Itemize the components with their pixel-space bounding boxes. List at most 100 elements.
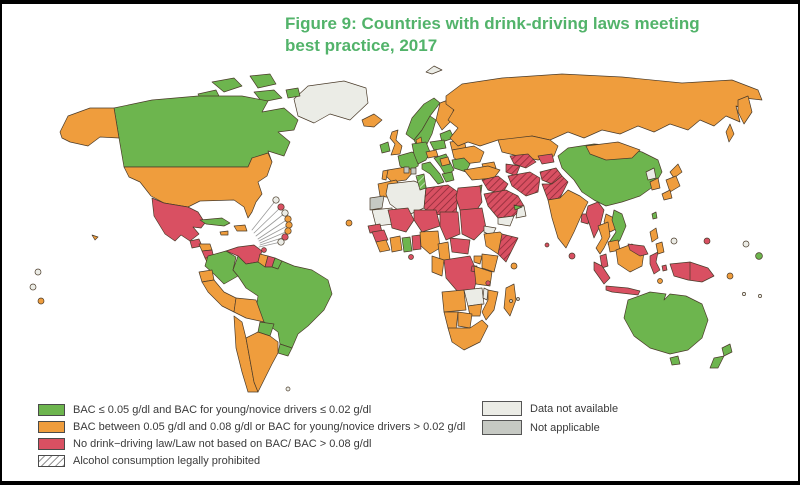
country-iceland (361, 113, 383, 128)
country-mozambique (481, 289, 499, 321)
country-ghana (401, 236, 413, 253)
legend-swatch-na (482, 420, 522, 435)
country-tonga (742, 292, 746, 296)
legend-swatch-prohibited-hatch-icon (38, 454, 65, 467)
country-caribbean-island (281, 209, 289, 217)
country-western-sahara (369, 195, 385, 211)
caribbean-leader-lines (251, 199, 290, 248)
country-new-zealand (721, 343, 733, 357)
legend-label-nodata: Data not available (530, 402, 619, 415)
country-japan (665, 175, 681, 193)
country-uzbekistan (509, 153, 537, 169)
country-new-guinea (669, 261, 715, 283)
country-mali (387, 207, 415, 233)
country-myanmar (585, 201, 605, 239)
country-trinidad (261, 247, 267, 253)
country-taiwan (651, 211, 658, 220)
country-poland (429, 139, 447, 151)
country-argentina (245, 331, 279, 393)
country-comoros (485, 280, 491, 286)
country-bolivia (233, 297, 265, 323)
country-philippines (649, 227, 659, 243)
country-south-africa (447, 319, 489, 351)
country-serbia (439, 156, 451, 167)
country-canada (113, 95, 299, 168)
country-turkey (463, 165, 501, 181)
country-hispaniola (233, 224, 248, 232)
country-japan (661, 189, 673, 201)
legend-label-mid: BAC between 0.05 g/dl and 0.08 g/dl or B… (73, 420, 466, 433)
country-hawaii (91, 234, 99, 241)
middle-east (463, 165, 569, 227)
south-america (198, 244, 333, 393)
country-italy (421, 161, 445, 185)
country-maldives (544, 242, 550, 248)
country-angola (441, 289, 467, 313)
country-sri-lanka (568, 252, 576, 260)
north-america (59, 73, 369, 268)
country-iran (507, 171, 541, 197)
legend-status: Data not available Not applicable (482, 399, 618, 437)
country-caribbean-island (281, 233, 289, 241)
country-pacific-island (37, 297, 45, 305)
figure-title: Figure 9: Countries with drink-driving l… (285, 14, 700, 56)
country-micronesia (703, 237, 711, 245)
country-togo-benin (411, 234, 422, 251)
legend-row-nodata: Data not available (482, 399, 618, 418)
country-canada-arctic (249, 73, 277, 89)
country-jamaica (219, 230, 229, 236)
country-new-zealand (709, 355, 725, 369)
country-cameroon (437, 241, 451, 261)
country-spain (385, 166, 415, 183)
country-uk (389, 129, 403, 156)
country-yemen (497, 215, 515, 227)
country-med-islands (410, 167, 417, 175)
country-nigeria (419, 230, 441, 255)
africa (345, 173, 520, 351)
country-thailand (595, 221, 611, 255)
asia (544, 141, 715, 296)
country-drc (443, 255, 479, 293)
legend-label-na: Not applicable (530, 421, 600, 434)
country-peru (201, 279, 237, 313)
country-uganda (473, 255, 483, 265)
legend-row-na: Not applicable (482, 418, 618, 437)
country-syria-iraq (481, 175, 509, 195)
country-cape-verde (345, 219, 353, 227)
legend-row-mid: BAC between 0.05 g/dl and 0.08 g/dl or B… (38, 418, 465, 435)
country-ireland (379, 141, 391, 154)
country-north-korea (645, 167, 657, 181)
country-portugal (381, 169, 389, 181)
country-marshall-islands (742, 240, 750, 248)
country-central-europe (411, 141, 431, 165)
country-mauritius (509, 299, 513, 303)
country-sudan (459, 207, 487, 241)
country-mongolia (585, 141, 641, 161)
country-canada-arctic (211, 77, 243, 93)
country-kazakhstan (497, 135, 559, 161)
country-romania (451, 157, 471, 173)
country-uruguay (277, 343, 293, 357)
legend-row-none: No drink−driving law/Law not based on BA… (38, 435, 465, 452)
country-botswana (457, 311, 473, 329)
country-gabon-congo (431, 255, 445, 277)
legend-swatch-nodata (482, 401, 522, 416)
country-cuba (199, 217, 231, 227)
country-austria-region (425, 149, 439, 159)
country-canada-arctic (253, 89, 283, 103)
country-pacific-island (34, 268, 42, 276)
country-zambia (463, 287, 485, 307)
country-zimbabwe (467, 303, 483, 317)
country-russia-sakhalin (725, 123, 735, 143)
country-usa (123, 152, 273, 219)
country-philippines (655, 241, 665, 255)
country-caribbean-island (285, 221, 293, 229)
country-caribbean-island (284, 215, 292, 223)
country-niger (413, 209, 441, 233)
oceania (29, 237, 763, 369)
country-japan (669, 163, 683, 179)
country-caribbean-island (277, 238, 285, 246)
country-guinea (371, 229, 389, 243)
country-seychelles (510, 262, 518, 270)
legend-row-best: BAC ≤ 0.05 g/dl and BAC for young/novice… (38, 401, 465, 418)
